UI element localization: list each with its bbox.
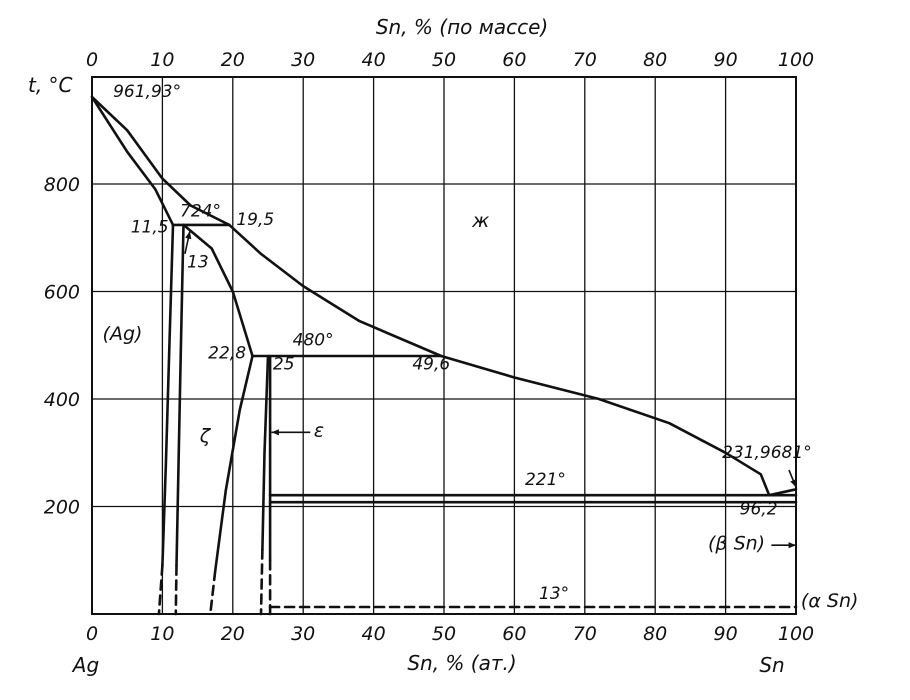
pointer-arrowhead bbox=[788, 542, 796, 549]
point-annotation: 11,5 bbox=[131, 217, 169, 237]
pointer-arrowhead bbox=[790, 479, 797, 488]
pointer-arrowhead bbox=[271, 429, 279, 436]
top-tick-label: 40 bbox=[362, 49, 386, 71]
bottom-tick-label: 80 bbox=[643, 623, 667, 645]
point-annotation: 13° bbox=[539, 584, 569, 604]
phase-label: ε bbox=[314, 420, 324, 442]
right-end-label: Sn bbox=[759, 653, 784, 677]
bottom-tick-label: 60 bbox=[502, 623, 526, 645]
chart-texts: Sn, % (по массе) Sn, % (ат.) t, °C Ag Sn… bbox=[28, 15, 858, 677]
phase-arrows bbox=[184, 231, 797, 549]
phase-boundary-dashed bbox=[174, 564, 178, 616]
phase-label: (Ag) bbox=[103, 323, 143, 345]
point-annotation: 96,2 bbox=[740, 500, 778, 520]
left-end-label: Ag bbox=[71, 653, 99, 677]
top-tick-label: 100 bbox=[778, 49, 814, 71]
bottom-tick-label: 50 bbox=[432, 623, 456, 645]
bottom-tick-label: 100 bbox=[778, 623, 814, 645]
point-annotation: 22,8 bbox=[208, 344, 246, 364]
point-annotation: 961,93° bbox=[113, 82, 181, 102]
bottom-tick-label: 70 bbox=[573, 623, 597, 645]
top-tick-label: 90 bbox=[714, 49, 738, 71]
bottom-tick-label: 10 bbox=[150, 623, 174, 645]
point-annotation: 13 bbox=[187, 252, 209, 272]
point-annotation: 724° bbox=[180, 201, 221, 221]
phase-boundary bbox=[161, 223, 175, 567]
point-annotation: 49,6 bbox=[412, 354, 450, 374]
top-tick-label: 10 bbox=[150, 49, 174, 71]
bottom-axis-label: Sn, % (ат.) bbox=[407, 651, 516, 675]
phase-boundary-dashed bbox=[259, 548, 264, 616]
phase-label: (α Sn) bbox=[801, 590, 859, 612]
phase-boundary-dashed bbox=[209, 569, 217, 616]
point-annotation: 221° bbox=[525, 470, 566, 490]
point-annotation: 480° bbox=[293, 330, 334, 350]
phase-boundary bbox=[90, 95, 175, 227]
phase-boundary bbox=[228, 223, 798, 497]
bottom-tick-label: 90 bbox=[714, 623, 738, 645]
y-tick-label: 600 bbox=[44, 282, 80, 304]
top-tick-label: 30 bbox=[291, 49, 315, 71]
top-tick-label: 60 bbox=[502, 49, 526, 71]
top-tick-label: 70 bbox=[573, 49, 597, 71]
top-axis-label: Sn, % (по массе) bbox=[376, 15, 548, 39]
top-tick-label: 80 bbox=[643, 49, 667, 71]
phase-boundary bbox=[90, 95, 231, 227]
grid bbox=[91, 76, 797, 615]
bottom-tick-label: 30 bbox=[291, 623, 315, 645]
phase-label: ж bbox=[471, 210, 489, 232]
phase-boundary bbox=[182, 223, 254, 358]
bottom-tick-label: 20 bbox=[221, 623, 245, 645]
bottom-tick-label: 0 bbox=[86, 623, 98, 645]
phase-curves bbox=[90, 95, 798, 616]
phase-boundary bbox=[213, 354, 254, 573]
bottom-tick-label: 40 bbox=[362, 623, 386, 645]
y-tick-label: 800 bbox=[44, 174, 80, 196]
phase-label: ζ bbox=[199, 425, 212, 447]
phase-boundary-dashed bbox=[157, 564, 164, 616]
point-annotation: 231,9681° bbox=[722, 443, 812, 463]
y-axis-label: t, °C bbox=[28, 73, 73, 97]
top-tick-label: 0 bbox=[86, 49, 98, 71]
top-tick-label: 50 bbox=[432, 49, 456, 71]
point-annotation: 19,5 bbox=[236, 210, 274, 230]
phase-boundary bbox=[175, 223, 185, 567]
y-tick-label: 400 bbox=[44, 389, 80, 411]
top-tick-label: 20 bbox=[221, 49, 245, 71]
pointer-arrowhead bbox=[185, 231, 192, 240]
phase-boundary bbox=[261, 354, 270, 551]
y-tick-label: 200 bbox=[44, 497, 80, 519]
phase-label: (β Sn) bbox=[708, 533, 765, 555]
point-annotation: 25 bbox=[273, 354, 295, 374]
